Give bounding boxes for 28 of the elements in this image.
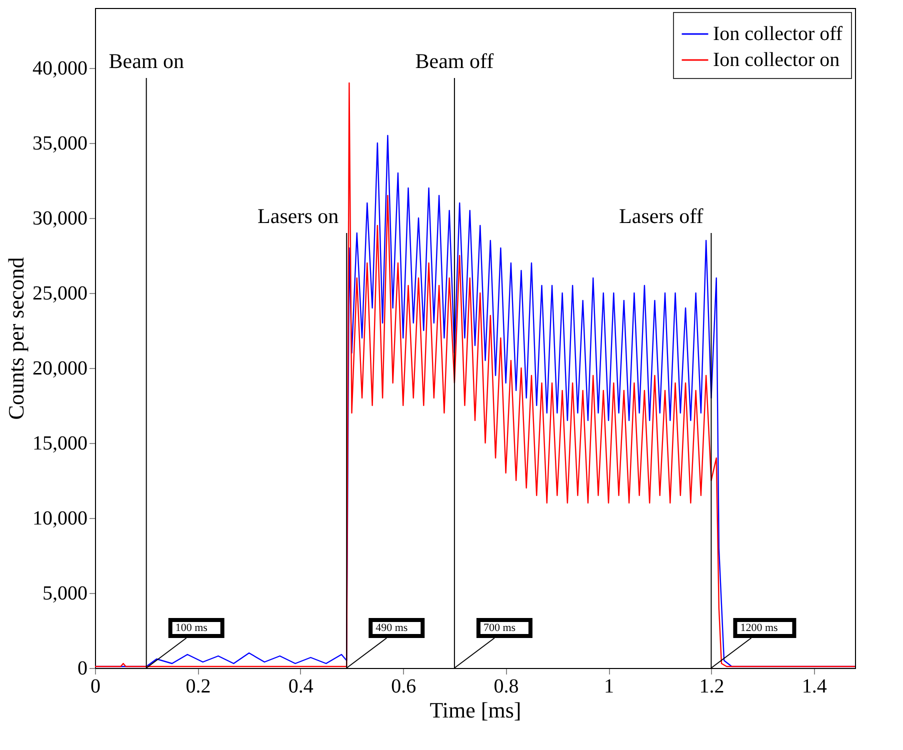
- legend-label: Ion collector on: [713, 49, 840, 71]
- ref-line-label: Lasers on: [258, 204, 340, 228]
- x-tick-label: 1: [604, 676, 614, 698]
- y-tick-label: 30,000: [32, 208, 88, 230]
- annotation: 490 ms: [376, 622, 408, 634]
- y-axis-title: Counts per second: [4, 257, 28, 420]
- legend-label: Ion collector off: [713, 23, 843, 45]
- annotation: 1200 ms: [740, 622, 778, 634]
- y-tick-label: 25,000: [32, 282, 88, 304]
- x-axis-title: Time [ms]: [430, 698, 522, 722]
- x-tick-label: 0.2: [186, 676, 211, 698]
- x-tick-label: 1.2: [699, 676, 724, 698]
- x-tick-label: 1.4: [802, 676, 827, 698]
- annotation: 100 ms: [175, 622, 208, 634]
- y-tick-label: 40,000: [32, 58, 88, 80]
- y-tick-label: 15,000: [32, 432, 88, 454]
- y-tick-label: 20,000: [32, 358, 88, 380]
- x-tick-label: 0.8: [494, 676, 519, 698]
- ref-line-label: Beam on: [108, 49, 184, 73]
- y-tick-label: 0: [78, 658, 88, 680]
- y-tick-label: 5,000: [42, 582, 88, 604]
- x-tick-label: 0.6: [391, 676, 416, 698]
- ref-line-label: Lasers off: [619, 204, 704, 228]
- ref-line-label: Beam off: [415, 49, 494, 73]
- y-tick-label: 10,000: [32, 508, 88, 530]
- annotation: 700 ms: [483, 622, 516, 634]
- x-tick-label: 0.4: [288, 676, 314, 698]
- y-tick-label: 35,000: [32, 132, 88, 154]
